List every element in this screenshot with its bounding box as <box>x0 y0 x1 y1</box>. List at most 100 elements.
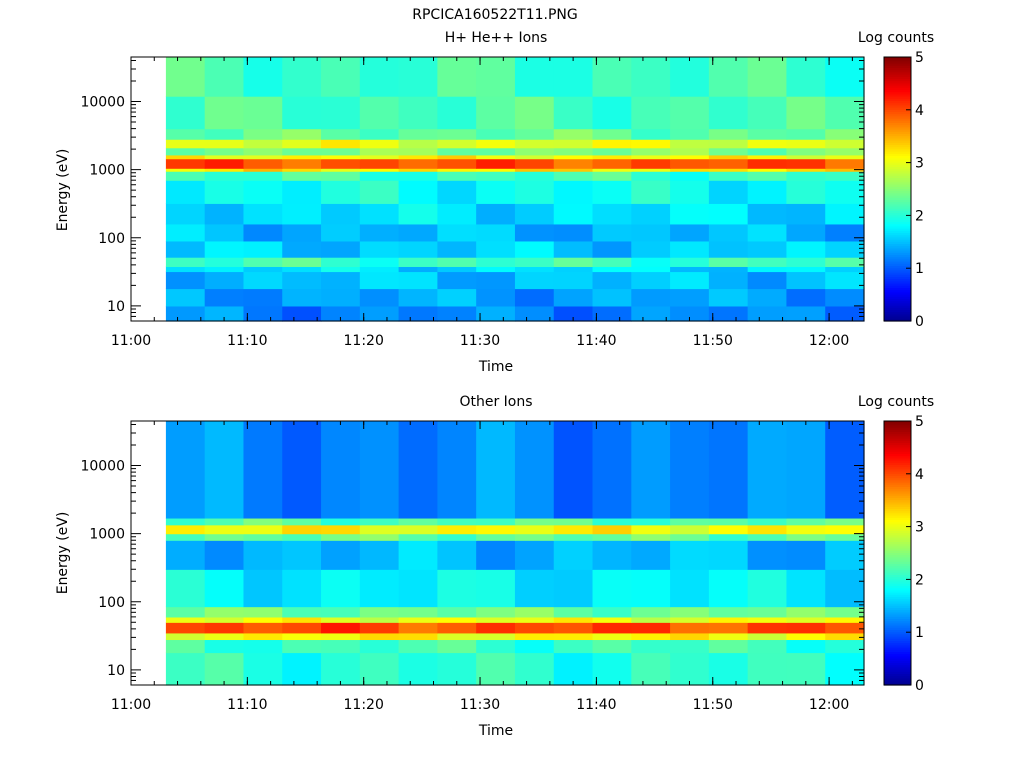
heatmap-cell <box>825 524 865 535</box>
heatmap-cell <box>398 616 438 623</box>
heatmap-cell <box>514 180 555 204</box>
panel-title: H+ He++ Ions <box>445 30 548 46</box>
heatmap-cell <box>670 616 710 623</box>
heatmap-cell <box>204 203 245 225</box>
heatmap-cell <box>321 57 361 97</box>
colorbar-segment <box>884 590 911 594</box>
colorbar-segment <box>884 660 911 664</box>
colorbar-segment <box>884 440 911 444</box>
heatmap-cell <box>243 171 283 181</box>
heatmap-cell <box>359 266 400 273</box>
heatmap-cell <box>514 240 555 258</box>
colorbar-segment <box>884 266 911 269</box>
heatmap-cell <box>825 266 865 273</box>
colorbar-segment <box>884 495 911 499</box>
heatmap-cell <box>204 540 245 570</box>
heatmap-cell <box>631 158 671 169</box>
heatmap-cell <box>553 96 594 130</box>
heatmap-cell <box>204 139 245 149</box>
colorbar-segment <box>884 140 911 144</box>
heatmap-cell <box>670 540 710 570</box>
colorbar-segment <box>884 191 911 194</box>
heatmap-cell <box>398 540 438 570</box>
heatmap-cell <box>708 517 749 526</box>
heatmap-cell <box>359 569 400 608</box>
colorbar-segment <box>884 288 911 291</box>
heatmap-cell <box>631 288 671 307</box>
heatmap-cell <box>321 139 361 149</box>
heatmap-cell <box>359 139 400 149</box>
heatmap-cell <box>204 639 245 654</box>
colorbar-segment <box>884 294 911 298</box>
colorbar-segment <box>884 500 911 503</box>
colorbar-segment <box>884 114 911 117</box>
heatmap-cell <box>592 96 632 130</box>
heatmap-cell <box>553 168 594 172</box>
heatmap-cell <box>670 305 710 322</box>
heatmap-cell <box>514 517 555 526</box>
heatmap-cell <box>204 533 245 541</box>
heatmap-cell <box>670 622 710 634</box>
x-axis-label: Time <box>478 359 513 375</box>
colorbar-segment <box>884 173 911 177</box>
heatmap-cell <box>553 128 594 140</box>
x-axis-label: Time <box>478 723 513 739</box>
heatmap-cell <box>553 533 594 541</box>
colorbar-segment <box>884 204 911 208</box>
x-tick-label: 11:00 <box>111 333 151 349</box>
heatmap-cell <box>825 517 865 526</box>
heatmap-cell <box>282 540 322 570</box>
heatmap-cell <box>631 421 671 519</box>
x-tick-label: 12:00 <box>809 333 849 349</box>
colorbar-segment <box>884 520 911 523</box>
colorbar-segment <box>884 432 911 435</box>
heatmap-cell <box>553 57 594 97</box>
heatmap-cell <box>825 171 865 181</box>
heatmap-cell <box>437 288 477 307</box>
colorbar-segment <box>884 456 911 459</box>
heatmap-cell <box>282 271 322 290</box>
colorbar-segment <box>884 553 911 556</box>
heatmap-cell <box>282 266 322 273</box>
colorbar-segment <box>884 213 911 216</box>
colorbar-segment <box>884 109 911 113</box>
y-axis-label: Energy (eV) <box>55 149 71 232</box>
colorbar-segment <box>884 506 911 510</box>
heatmap-cell <box>437 652 477 686</box>
heatmap-cell <box>476 154 516 160</box>
heatmap-cell <box>670 632 710 641</box>
heatmap-cell <box>786 540 826 570</box>
heatmap-cell <box>359 524 400 535</box>
colorbar-segment <box>884 123 911 126</box>
heatmap-cell <box>786 57 826 97</box>
heatmap-cell <box>359 616 400 623</box>
heatmap-cell <box>437 240 477 258</box>
heatmap-cell <box>243 271 283 290</box>
colorbar-segment <box>884 63 911 67</box>
heatmap-cell <box>165 606 206 618</box>
heatmap-cell <box>204 622 245 634</box>
heatmap-cell <box>786 271 826 290</box>
heatmap-cell <box>631 57 671 97</box>
heatmap-cell <box>243 147 283 156</box>
heatmap-cell <box>747 639 788 654</box>
heatmap-cell <box>592 147 632 156</box>
colorbar-segment <box>884 277 911 280</box>
colorbar-segment <box>884 539 911 543</box>
colorbar-segment <box>884 669 911 673</box>
heatmap-cell <box>786 96 826 130</box>
heatmap-cell <box>592 266 632 273</box>
heatmap-cell <box>747 632 788 641</box>
colorbar-segment <box>884 509 911 512</box>
x-tick-label: 11:30 <box>460 333 500 349</box>
heatmap-cell <box>282 168 322 172</box>
heatmap-cell <box>398 154 438 160</box>
colorbar-frame <box>883 420 912 686</box>
heatmap-cell <box>553 540 594 570</box>
heatmap-cell <box>398 158 438 169</box>
heatmap-cell <box>631 96 671 130</box>
colorbar-segment <box>884 667 911 671</box>
colorbar-segment <box>884 96 911 100</box>
heatmap-cell <box>747 271 788 290</box>
heatmap-cell <box>553 421 594 519</box>
